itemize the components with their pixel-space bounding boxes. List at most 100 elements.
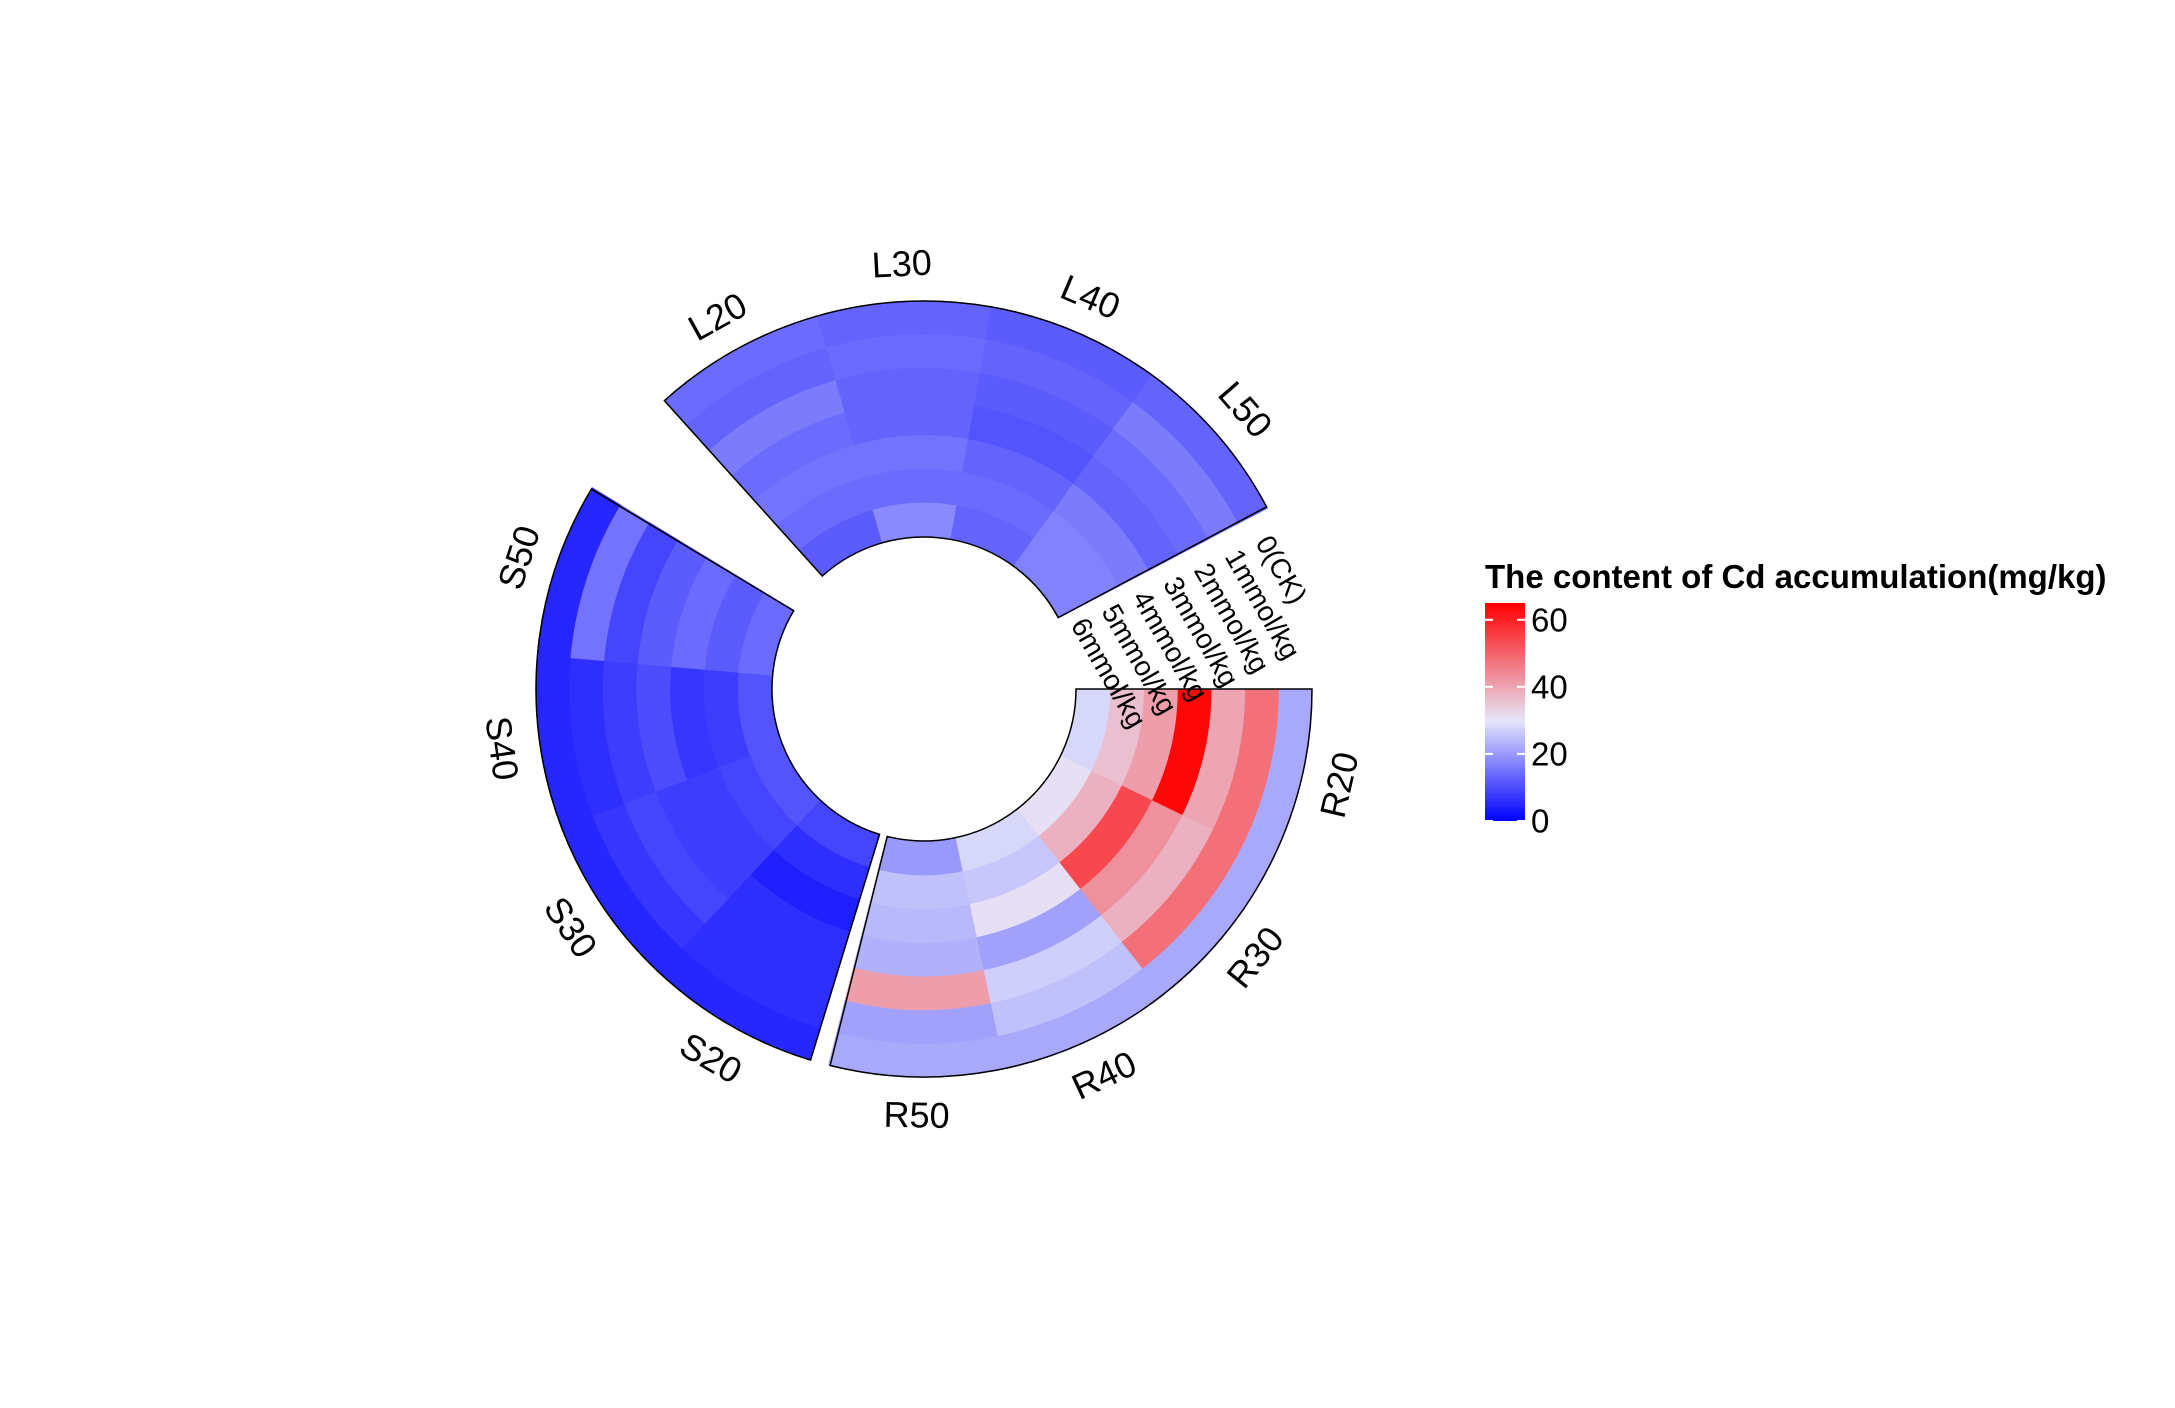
heatmap-cell-L50-ring4: [1052, 483, 1149, 587]
heatmap-cell-L50-ring5: [1033, 510, 1119, 603]
heatmap-cell-L30-ring6: [872, 502, 958, 543]
category-label-R20: R20: [1312, 748, 1367, 822]
heatmap-cell-R20-ring6: [1060, 689, 1111, 772]
heatmap-cell-R40-ring6: [954, 808, 1039, 872]
category-label-S50: S50: [489, 521, 548, 595]
heatmap-cell-R30-ring0: [1140, 844, 1274, 997]
legend-ticks: 0 20 40 60: [1485, 601, 1568, 840]
heatmap-cell-R30-ring1: [1120, 829, 1243, 970]
heatmap-cell-R20-ring4: [1120, 689, 1178, 802]
heatmap-cell-S40-ring5: [703, 668, 751, 768]
heatmap-cell-L50-ring2: [1092, 429, 1209, 556]
legend-tick-label-60: 60: [1531, 601, 1568, 638]
heatmap-cell-L30-ring0: [816, 300, 994, 349]
heatmap-cell-S50-ring2: [604, 522, 679, 664]
heatmap-cell-S30-ring1: [592, 802, 706, 949]
heatmap-cell-S20-ring2: [703, 897, 841, 997]
category-label-L20: L20: [681, 284, 753, 349]
heatmap-cell-L50-ring0: [1132, 374, 1269, 525]
heatmap-cell-R30-ring6: [1016, 755, 1092, 837]
heatmap-cell-S40-ring3: [636, 662, 688, 793]
heatmap-cell-R50-ring5: [869, 868, 970, 910]
group-outline-L: [663, 300, 1268, 619]
category-label-L30: L30: [871, 242, 933, 286]
heatmap-cell-S20-ring6: [796, 799, 880, 868]
heatmap-cell-S50-ring0: [536, 487, 622, 659]
heatmap-cell-R30-ring5: [1037, 770, 1122, 864]
category-label-R50: R50: [883, 1094, 950, 1136]
heatmap-cell-R50-ring0: [828, 1032, 1005, 1078]
heatmap-cell-R50-ring2: [844, 966, 991, 1011]
heatmap-cells: [535, 300, 1313, 1078]
heatmap-cell-L20-ring5: [776, 477, 874, 551]
heatmap-cell-S30-ring3: [655, 778, 752, 900]
category-label-S40: S40: [477, 714, 527, 783]
legend-tick-label-40: 40: [1531, 668, 1568, 705]
heatmap-cell-S20-ring4: [749, 848, 860, 932]
legend-title: The content of Cd accumulation(mg/kg): [1485, 558, 2107, 595]
heatmap-cell-R30-ring2: [1099, 814, 1213, 944]
heatmap-cell-L40-ring4: [962, 439, 1075, 513]
heatmap-cell-L40-ring1: [979, 339, 1135, 431]
category-label-R30: R30: [1218, 919, 1291, 996]
heatmap-cell-S20-ring3: [726, 873, 850, 964]
heatmap-cell-S30-ring6: [749, 742, 821, 826]
heatmap-cell-S40-ring0: [535, 653, 594, 829]
heatmap-cell-S50-ring3: [637, 539, 708, 667]
heatmap-cell-S50-ring5: [704, 574, 766, 673]
heatmap-cell-R40-ring1: [989, 941, 1143, 1037]
category-label-R40: R40: [1065, 1043, 1142, 1108]
heatmap-cell-L20-ring4: [754, 444, 865, 526]
heatmap-cell-L20-ring1: [686, 347, 838, 451]
heatmap-cell-S30-ring2: [623, 790, 729, 924]
heatmap-cell-R40-ring4: [968, 861, 1081, 938]
category-label-L40: L40: [1055, 266, 1126, 327]
heatmap-cell-R50-ring4: [861, 901, 977, 943]
heatmap-cell-L20-ring6: [799, 509, 883, 577]
heatmap-cell-L30-ring2: [835, 367, 982, 414]
category-label-L50: L50: [1210, 373, 1280, 445]
heatmap-cell-S20-ring5: [773, 824, 870, 900]
heatmap-cell-L40-ring2: [973, 372, 1115, 458]
heatmap-cell-L50-ring3: [1072, 456, 1179, 572]
heatmap-cell-R20-ring3: [1150, 689, 1212, 817]
heatmap-cell-R40-ring2: [982, 915, 1122, 1004]
heatmap-cell-L30-ring4: [854, 435, 970, 479]
heatmap-cell-S40-ring1: [569, 656, 625, 817]
heatmap-cell-R30-ring4: [1058, 785, 1153, 890]
heatmap-cell-L50-ring1: [1112, 401, 1239, 540]
heatmap-cell-R20-ring1: [1211, 689, 1279, 847]
heatmap-cell-S30-ring0: [560, 814, 683, 974]
heatmap-cell-S40-ring2: [602, 659, 657, 805]
heatmap-cell-L20-ring0: [663, 314, 829, 426]
heatmap-cell-S50-ring6: [738, 592, 795, 676]
category-label-S20: S20: [673, 1024, 749, 1092]
heatmap-cell-L30-ring5: [863, 468, 964, 511]
heatmap-cell-L20-ring3: [731, 412, 856, 501]
heatmap-cell-S20-ring0: [657, 946, 821, 1061]
legend-tick-label-0: 0: [1531, 803, 1549, 840]
heatmap-cell-R30-ring3: [1078, 799, 1183, 917]
heatmap-cell-R50-ring3: [853, 934, 984, 977]
heatmap-cell-S40-ring6: [737, 671, 783, 756]
heatmap-cell-L40-ring3: [967, 405, 1095, 485]
group-outline-R: [829, 688, 1313, 1078]
heatmap-cell-R40-ring5: [961, 835, 1060, 905]
heatmap-cell-R20-ring0: [1241, 689, 1313, 862]
heatmap-cell-R20-ring5: [1090, 689, 1145, 787]
heatmap-cell-S40-ring4: [670, 665, 720, 780]
legend-colorbar: [1485, 603, 1525, 821]
heatmap-cell-L40-ring0: [985, 306, 1155, 404]
heatmap-cell-R50-ring1: [836, 999, 998, 1044]
heatmap-cell-S30-ring5: [718, 754, 798, 850]
heatmap-cell-L40-ring6: [950, 505, 1035, 567]
heatmap-cell-R20-ring2: [1181, 689, 1246, 832]
heatmap-cell-R40-ring0: [995, 968, 1164, 1070]
heatmap-cell-R40-ring3: [975, 888, 1101, 971]
group-outline-S: [535, 488, 881, 1061]
heatmap-cell-S30-ring4: [686, 766, 775, 875]
heatmap-cell-L50-ring6: [1013, 538, 1089, 619]
heatmap-cell-S50-ring4: [671, 557, 737, 670]
category-label-S30: S30: [536, 889, 606, 965]
